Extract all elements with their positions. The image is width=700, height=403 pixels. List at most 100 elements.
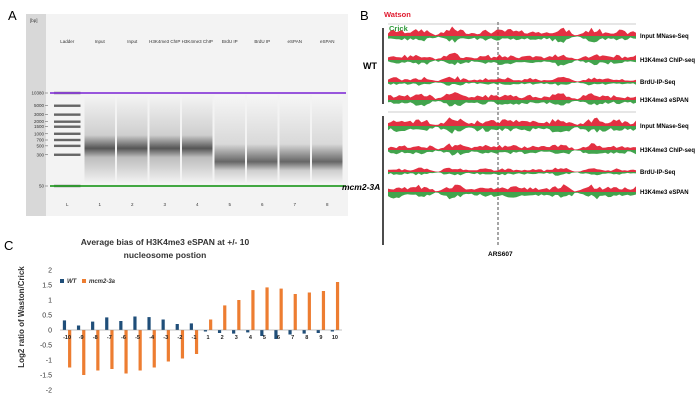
bar-mcm2 <box>180 330 185 359</box>
track-label: H3K4me3 eSPAN <box>640 190 689 196</box>
x-tick-label: -8 <box>93 335 98 341</box>
bar-wt <box>260 330 264 336</box>
bar-wt <box>76 325 81 330</box>
x-tick-label: -7 <box>107 335 112 341</box>
chart-area: 2 1.5 1 0.5 0 -0.5 -1 -1.5 -2 -10 -9 -8 -7 -6 -5 -4 -3 -2… <box>40 268 342 395</box>
bar-mcm2 <box>321 291 326 330</box>
bar-mcm2 <box>307 292 311 330</box>
x-tick-label: -2 <box>177 335 182 341</box>
crick-signal <box>388 192 636 200</box>
gel-lane-label: Input <box>95 39 106 44</box>
track-area: Input MNase-Seq H3K4me3 ChIP-seq BrdU-IP-S… <box>388 23 695 200</box>
watson-label: Watson <box>384 10 411 19</box>
bar-mcm2 <box>124 330 128 374</box>
crick-signal <box>388 100 636 107</box>
bar-mcm2 <box>166 330 170 362</box>
y-tick-label: -1.5 <box>40 373 52 380</box>
gel-lane-label: BrdU IP <box>254 39 270 44</box>
gel-lanes: Ladder L Input 1 Input 2 H3K4me3 ChIP 3 H3K4me3 … <box>54 39 343 207</box>
gel-lane-number: 1 <box>98 202 101 207</box>
gel-lane-number: 3 <box>163 202 166 207</box>
chart-title-line2: nucleosome postion <box>124 250 207 260</box>
y-tick-label: -0.5 <box>40 343 52 350</box>
bar-mcm2 <box>110 330 114 369</box>
gel-lane-smear <box>279 95 310 184</box>
x-tick-label: 7 <box>291 335 294 341</box>
x-tick-label: 2 <box>221 335 224 341</box>
gel-size-label: 3000 <box>34 112 45 117</box>
bar-wt <box>316 330 320 333</box>
x-tick-label: -9 <box>79 335 84 341</box>
x-tick-label: -1 <box>192 335 197 341</box>
crick-signal <box>388 126 636 134</box>
gel-lane-number: 8 <box>326 202 329 207</box>
gel-lane-label: H3K4me3 ChIP <box>182 39 213 44</box>
bar-wt <box>246 330 250 333</box>
ladder-band <box>54 138 81 142</box>
gel-lane-label: Input <box>127 39 138 44</box>
bar-mcm2 <box>265 287 269 330</box>
legend-swatch-wt <box>60 279 64 283</box>
gel-size-label: 300 <box>36 152 44 157</box>
gel-lane-smear <box>182 95 213 184</box>
bar-wt <box>147 317 151 330</box>
watson-signal <box>388 92 636 100</box>
y-tick-label: -2 <box>46 388 52 395</box>
bar-mcm2 <box>152 330 156 368</box>
gel-lane-number: 4 <box>196 202 199 207</box>
gel-lane-smear <box>149 95 180 184</box>
y-tick-label: 0 <box>48 328 52 335</box>
crick-signal <box>388 150 636 156</box>
x-tick-label: 1 <box>207 335 210 341</box>
watson-signal <box>388 26 636 36</box>
y-tick-label: -1 <box>46 358 52 365</box>
crick-label: Crick <box>389 24 409 33</box>
mcm2-group-label: mcm2-3A <box>342 182 380 192</box>
bar-wt <box>274 330 278 339</box>
bar-wt <box>133 316 137 330</box>
bar-wt <box>189 323 193 330</box>
bar-mcm2 <box>251 290 255 330</box>
gel-unit-label: [bp] <box>30 18 38 23</box>
bar-mcm2 <box>96 330 100 371</box>
x-tick-label: -6 <box>121 335 126 341</box>
gel-lane-number: 2 <box>131 202 134 207</box>
bar-mcm2 <box>68 330 72 368</box>
x-tick-label: 3 <box>235 335 238 341</box>
panel-label-a: A <box>8 8 17 23</box>
track-label: Input MNase-Seq <box>640 124 689 130</box>
gel-size-label: 1000 <box>34 131 45 136</box>
ladder-band <box>54 120 81 123</box>
gel-lane-number: 5 <box>228 202 231 207</box>
ladder-band <box>54 113 81 116</box>
gel-size-label: 500 <box>36 143 44 148</box>
bar-mcm2 <box>335 282 340 330</box>
legend-label-mcm2: mcm2-3a <box>89 279 116 285</box>
gel-size-label: 700 <box>36 138 44 143</box>
watson-signal <box>388 143 636 150</box>
panel-label-b: B <box>360 8 369 23</box>
gel-size-label: 50 <box>39 184 45 189</box>
gel-lane-number: 6 <box>261 202 264 207</box>
bar-wt <box>217 330 222 333</box>
crick-signal <box>388 82 636 86</box>
bar-mcm2 <box>293 294 297 330</box>
x-tick-label: -3 <box>163 335 168 341</box>
track-label: BrdU-IP-Seq <box>640 80 676 86</box>
origin-label: ARS607 <box>488 251 513 258</box>
bar-wt <box>203 330 208 332</box>
gel-lane-label: Ladder <box>60 39 75 44</box>
gel-lane-smear <box>117 95 148 184</box>
gel-size-column <box>26 14 46 216</box>
x-tick-label: -5 <box>135 335 140 341</box>
watson-signal <box>388 184 636 192</box>
y-tick-label: 0.5 <box>42 313 52 320</box>
track-label: H3K4me3 ChIP-seq <box>640 148 695 154</box>
x-tick-label: 10 <box>332 335 338 341</box>
track-label: BrdU-IP-Seq <box>640 170 676 176</box>
chart-title-line1: Average bias of H3K4me3 eSPAN at +/- 10 <box>81 237 250 247</box>
gel-lane-smear <box>214 95 245 184</box>
bar-mcm2 <box>82 330 86 375</box>
gel-lane-smear <box>84 95 115 184</box>
bar-wt <box>161 319 165 330</box>
